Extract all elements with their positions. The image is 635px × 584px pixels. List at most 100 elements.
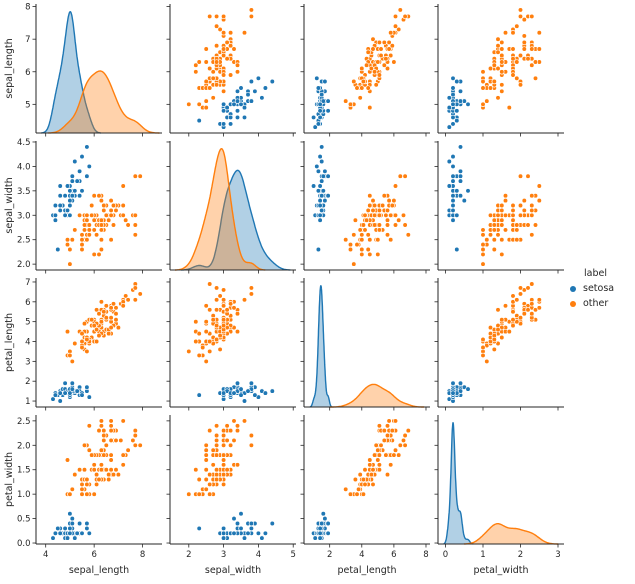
data-point [397, 7, 403, 13]
data-point [130, 437, 136, 444]
data-point [64, 328, 71, 335]
scatter-setosa [50, 144, 92, 253]
data-point [388, 30, 394, 36]
data-point [132, 222, 138, 228]
data-point [110, 301, 117, 307]
data-point [517, 82, 524, 88]
data-point [76, 193, 83, 199]
data-point [125, 222, 131, 228]
data-point [57, 530, 63, 536]
data-point [96, 476, 102, 483]
data-point [450, 153, 456, 160]
data-point [384, 432, 391, 439]
data-point [52, 530, 59, 536]
data-point [319, 91, 325, 98]
data-point [213, 23, 220, 29]
data-point [200, 344, 206, 351]
data-point [506, 104, 512, 111]
data-point [529, 193, 535, 199]
legend: label setosa other [568, 268, 634, 313]
data-point [510, 72, 516, 78]
data-point [108, 457, 114, 463]
data-point [227, 301, 234, 307]
data-point [220, 481, 227, 488]
data-point [514, 23, 520, 29]
data-point [220, 101, 227, 107]
panel-petal_length-vs-petal_width [434, 278, 564, 411]
data-point [371, 202, 378, 209]
data-point [81, 467, 88, 473]
data-point [248, 442, 255, 448]
data-point [317, 101, 323, 107]
data-point [93, 338, 100, 345]
data-point [91, 322, 97, 329]
data-point [319, 520, 325, 527]
data-point [529, 301, 535, 307]
data-point [238, 386, 244, 392]
data-point [120, 418, 126, 424]
data-point [234, 462, 241, 468]
data-point [360, 491, 367, 497]
data-point [234, 98, 241, 104]
data-point [499, 202, 505, 209]
x-tick-label: 4 [256, 550, 261, 560]
data-point [220, 88, 227, 94]
data-point [203, 78, 209, 85]
data-point [79, 153, 85, 160]
data-point [98, 462, 105, 468]
data-point [376, 462, 383, 468]
data-point [86, 423, 92, 429]
data-point [220, 13, 227, 20]
data-point [241, 418, 248, 424]
data-point [186, 348, 192, 355]
data-point [381, 62, 387, 68]
panel-petal_length-vs-sepal_width [166, 278, 296, 411]
data-point [231, 418, 237, 424]
data-point [525, 285, 531, 291]
kde-line-other [463, 523, 559, 545]
x-tick-label: 6 [391, 550, 396, 560]
data-point [234, 62, 241, 68]
data-point [314, 163, 320, 170]
data-point [499, 59, 505, 65]
data-point [510, 56, 516, 62]
data-point [536, 297, 542, 303]
data-point [96, 332, 102, 339]
data-point [480, 352, 486, 359]
data-point [381, 193, 387, 199]
data-point [220, 462, 227, 468]
data-point [207, 427, 213, 434]
data-point [252, 392, 258, 398]
data-point [79, 338, 85, 345]
data-point [525, 173, 531, 179]
data-point [57, 207, 63, 214]
data-point [502, 197, 509, 204]
data-point [84, 476, 90, 483]
data-point [98, 222, 105, 228]
data-point [217, 26, 223, 33]
data-point [521, 16, 527, 23]
data-point [120, 183, 126, 189]
data-point [495, 232, 501, 238]
data-point [220, 471, 227, 478]
data-point [196, 101, 202, 107]
data-point [352, 217, 359, 223]
data-point [480, 85, 486, 91]
data-point [446, 104, 452, 111]
data-point [103, 467, 109, 473]
data-point [52, 217, 59, 223]
data-point [213, 336, 220, 343]
data-point [354, 491, 360, 497]
data-point [74, 178, 80, 184]
data-point [220, 427, 227, 434]
data-point [371, 212, 378, 218]
x-tick-label: 8 [423, 550, 428, 560]
data-point [325, 98, 331, 104]
data-point [89, 212, 95, 218]
data-point [64, 535, 71, 541]
data-point [67, 261, 73, 267]
data-point [248, 7, 255, 13]
data-point [91, 467, 97, 473]
data-point [248, 98, 255, 104]
data-point [55, 525, 61, 532]
